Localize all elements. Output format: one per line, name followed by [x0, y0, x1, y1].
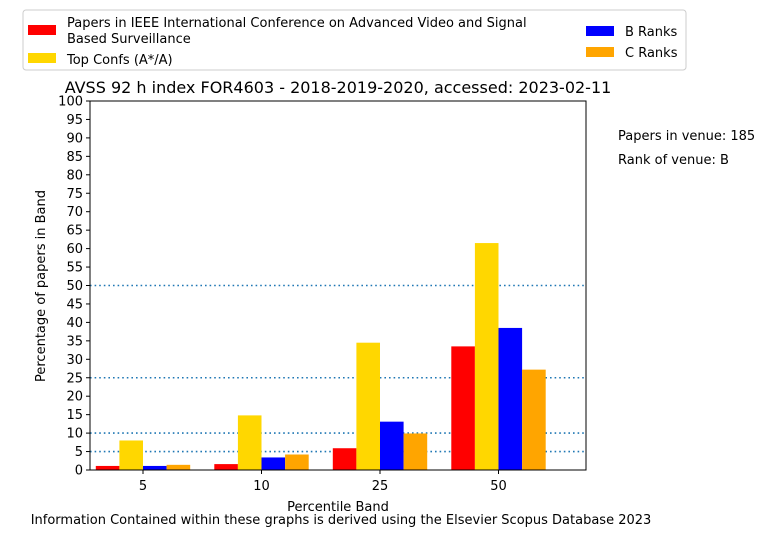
y-axis-ticks: 0 5 10 15 20 25 30 35 40 45 50 55 60 65 70 75 80 85 90 95 10… [58, 95, 90, 479]
x-tick-label: 10 [253, 479, 270, 494]
y-tick-label: 50 [66, 279, 83, 294]
y-tick-label: 80 [66, 168, 83, 183]
bar [166, 464, 191, 470]
y-tick-label: 0 [75, 464, 83, 479]
bar [261, 457, 286, 470]
bar [237, 415, 262, 470]
footer-note: Information Contained within these graph… [31, 513, 652, 528]
legend-frame [22, 9, 687, 71]
y-tick-label: 40 [66, 316, 83, 331]
legend-label-0b: Based Surveillance [67, 32, 191, 47]
y-tick-label: 30 [66, 353, 83, 368]
y-tick-label: 95 [66, 113, 83, 128]
y-tick-label: 100 [58, 95, 83, 110]
x-tick-label: 5 [139, 479, 147, 494]
y-tick-label: 65 [66, 224, 83, 239]
legend-swatch-1 [28, 53, 56, 63]
bar [143, 465, 167, 470]
y-tick-label: 85 [66, 150, 83, 165]
y-tick-label: 25 [66, 371, 83, 386]
legend-label-3: C Ranks [625, 46, 678, 61]
x-tick-label: 25 [372, 479, 389, 494]
x-axis-label: Percentile Band [287, 500, 389, 515]
y-tick-label: 45 [66, 297, 83, 312]
y-axis-label: Percentage of papers in Band [34, 190, 49, 382]
bar [332, 448, 357, 470]
bar [285, 454, 309, 470]
plot-frame [89, 100, 587, 471]
bar [451, 346, 475, 470]
x-tick-label: 50 [490, 479, 507, 494]
bar [95, 465, 120, 470]
bar [214, 464, 238, 470]
annotation-papers-in-venue: Papers in venue: 185 [618, 129, 755, 144]
legend-label-1: Top Confs (A*/A) [66, 53, 173, 68]
legend-label-0a: Papers in IEEE International Conference … [67, 16, 527, 31]
bar [522, 369, 546, 470]
chart-title: AVSS 92 h index FOR4603 - 2018-2019-2020… [65, 78, 612, 97]
y-tick-label: 5 [75, 445, 83, 460]
bar [403, 433, 428, 470]
legend: Papers in IEEE International Conference … [22, 9, 687, 71]
legend-swatch-3 [586, 47, 614, 57]
annotation-rank-of-venue: Rank of venue: B [618, 153, 729, 168]
bar [380, 421, 404, 470]
y-tick-label: 70 [66, 205, 83, 220]
y-tick-label: 75 [66, 187, 83, 202]
legend-label-2: B Ranks [625, 25, 678, 40]
y-tick-label: 90 [66, 131, 83, 146]
y-tick-label: 60 [66, 242, 83, 257]
legend-swatch-0 [28, 25, 56, 35]
bar [356, 342, 380, 470]
y-tick-label: 55 [66, 261, 83, 276]
bar [119, 440, 143, 470]
bar [474, 243, 499, 470]
y-tick-label: 15 [66, 408, 83, 423]
y-tick-label: 10 [66, 427, 83, 442]
bars [95, 243, 546, 470]
y-tick-label: 35 [66, 334, 83, 349]
y-tick-label: 20 [66, 390, 83, 405]
legend-swatch-2 [586, 26, 614, 36]
x-axis-ticks: 5 10 25 50 [139, 470, 507, 494]
bar [498, 327, 523, 470]
